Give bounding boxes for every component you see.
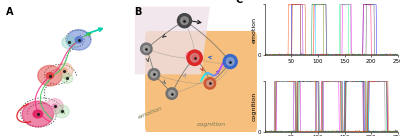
Circle shape (223, 55, 237, 69)
Ellipse shape (38, 65, 62, 86)
Ellipse shape (46, 73, 54, 79)
Circle shape (204, 78, 216, 89)
Circle shape (178, 14, 192, 28)
FancyBboxPatch shape (145, 31, 257, 133)
Polygon shape (135, 7, 210, 74)
Ellipse shape (61, 73, 73, 83)
Text: emotion: emotion (138, 106, 164, 120)
Text: B: B (134, 7, 141, 17)
Ellipse shape (46, 99, 63, 114)
Ellipse shape (52, 104, 57, 109)
Ellipse shape (56, 63, 73, 78)
Ellipse shape (65, 77, 68, 80)
Ellipse shape (67, 30, 91, 50)
Ellipse shape (75, 37, 82, 43)
Text: cognition: cognition (197, 122, 226, 126)
Circle shape (207, 80, 213, 86)
Circle shape (141, 43, 152, 55)
Text: A: A (6, 7, 14, 17)
Ellipse shape (55, 105, 69, 118)
Circle shape (190, 54, 199, 62)
Circle shape (166, 88, 178, 99)
Text: C: C (235, 0, 242, 5)
Ellipse shape (33, 110, 42, 118)
Ellipse shape (67, 41, 71, 44)
Circle shape (187, 50, 202, 65)
Circle shape (169, 90, 175, 97)
Circle shape (226, 58, 234, 65)
Ellipse shape (186, 52, 193, 58)
Ellipse shape (188, 53, 201, 63)
Ellipse shape (62, 36, 76, 49)
Circle shape (148, 69, 160, 80)
Ellipse shape (62, 68, 67, 73)
Y-axis label: cognition: cognition (251, 92, 256, 121)
Circle shape (151, 71, 157, 78)
Circle shape (143, 46, 150, 52)
Ellipse shape (60, 110, 64, 113)
Ellipse shape (22, 101, 54, 127)
Circle shape (181, 17, 188, 25)
Y-axis label: emotion: emotion (251, 17, 256, 43)
